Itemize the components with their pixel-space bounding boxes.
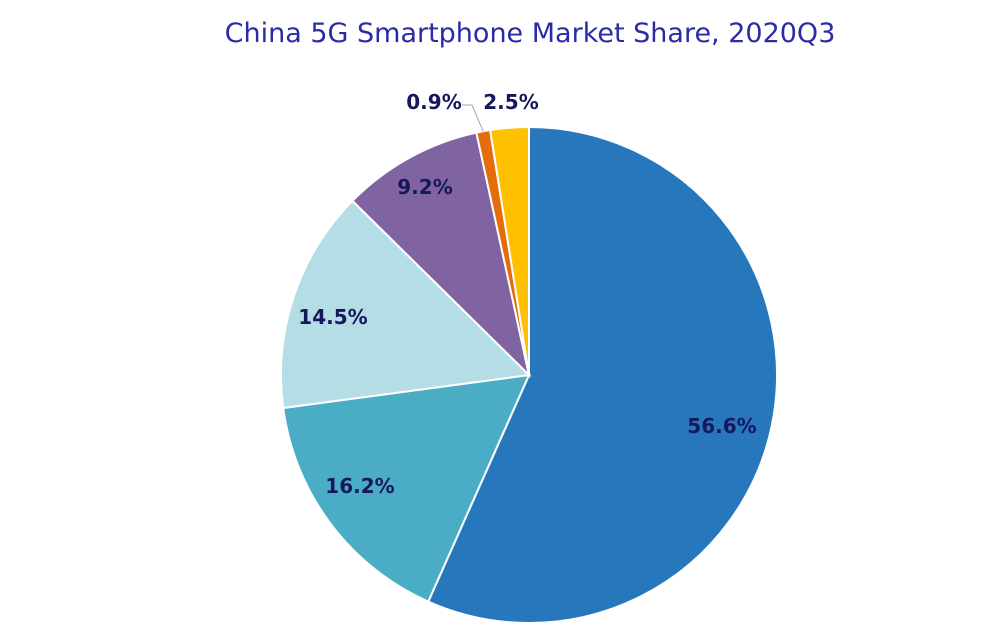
leader-lines	[462, 104, 484, 132]
pie-slice-1	[282, 373, 531, 603]
pie-slices	[280, 125, 779, 624]
slice-label-5: 2.5%	[483, 90, 538, 114]
pie-slice-3	[350, 131, 531, 379]
chart-title: China 5G Smartphone Market Share, 2020Q3	[224, 18, 836, 49]
slice-label-3: 9.2%	[397, 175, 452, 199]
slice-label-0: 56.6%	[687, 414, 756, 438]
pie-slice-0	[426, 125, 779, 624]
slice-label-2: 14.5%	[298, 305, 367, 329]
slice-label-4: 0.9%	[406, 90, 461, 114]
slice-label-1: 16.2%	[325, 474, 394, 498]
slice-labels: 56.6% 16.2% 14.5% 9.2% 0.9% 2.5%	[298, 90, 756, 498]
pie-slice-2	[280, 199, 532, 410]
pie-slice-5	[489, 125, 530, 376]
leader-line-4	[462, 104, 484, 132]
